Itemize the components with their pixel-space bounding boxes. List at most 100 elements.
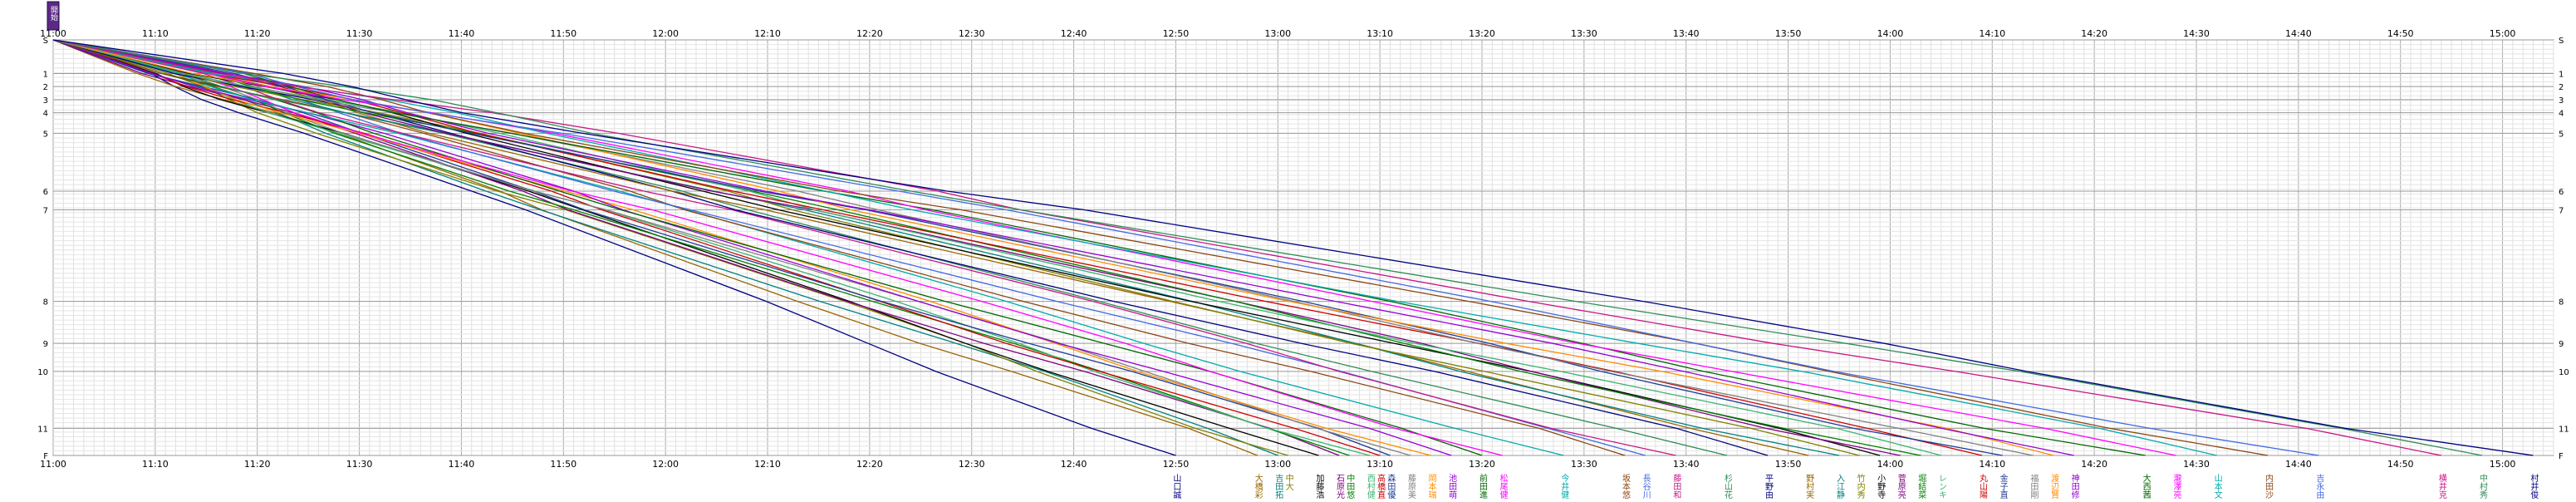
finish-name-label: 村井俊: [2529, 473, 2539, 499]
series-line: [52, 39, 2003, 456]
x-tick-label-top: 14:30: [2183, 28, 2210, 39]
x-tick-label-top: 14:00: [1877, 28, 1904, 39]
finish-name-label: 金子直: [1998, 473, 2008, 499]
finish-name-label: 前田進: [1478, 473, 1488, 499]
y-tick-label-left: 6: [43, 188, 48, 197]
x-tick-label-top: 14:40: [2285, 28, 2312, 39]
x-tick-label-top: 11:00: [40, 28, 66, 39]
y-tick-label-right: 7: [2559, 206, 2564, 215]
x-tick-label-bottom: 11:00: [40, 459, 66, 470]
y-tick-label-right: F: [2559, 452, 2564, 461]
finish-name-label: 堀結菜: [1916, 474, 1926, 499]
y-tick-label-left: 2: [43, 83, 48, 92]
x-tick-label-bottom: 11:30: [346, 459, 373, 470]
finish-name-label: 丸山陽: [1978, 473, 1988, 499]
finish-name-label: 藤田和: [1671, 474, 1681, 499]
x-tick-label-bottom: 14:20: [2081, 459, 2107, 470]
x-tick-label-top: 11:50: [550, 28, 577, 39]
x-tick-label-bottom: 13:20: [1469, 459, 1495, 470]
y-tick-label-left: 3: [43, 96, 48, 106]
x-tick-label-bottom: 12:10: [754, 459, 781, 470]
y-tick-label-left: S: [43, 37, 48, 46]
finish-name-label: 今井健: [1559, 473, 1569, 499]
series-line: [52, 39, 1942, 456]
finish-name-label: 松尾健: [1498, 473, 1508, 499]
series-line: [52, 39, 2034, 456]
x-tick-label-bottom: 15:00: [2490, 459, 2516, 470]
x-tick-label-top: 11:10: [142, 28, 169, 39]
finish-name-label: 中大: [1283, 473, 1293, 491]
x-tick-label-bottom: 11:10: [142, 459, 169, 470]
x-tick-label-bottom: 14:40: [2285, 459, 2312, 470]
finish-name-label: 大橋彩: [1253, 473, 1263, 499]
series-line: [52, 39, 2176, 456]
x-tick-label-bottom: 13:40: [1673, 459, 1700, 470]
x-tick-label-bottom: 11:20: [244, 459, 271, 470]
series-line: [52, 39, 1860, 456]
finish-name-label: 坂本悠: [1621, 474, 1631, 499]
finish-name-label: 大西茜: [2141, 473, 2151, 499]
x-tick-label-bottom: 12:50: [1163, 459, 1190, 470]
x-tick-label-bottom: 11:40: [449, 459, 475, 470]
series-line: [52, 39, 1431, 456]
y-tick-label-right: 8: [2559, 298, 2564, 308]
y-tick-label-left: 9: [43, 340, 48, 349]
x-tick-label-bottom: 14:30: [2183, 459, 2210, 470]
y-tick-label-right: 5: [2559, 130, 2564, 139]
start-marker-box: [47, 1, 60, 31]
series-line: [52, 39, 2442, 456]
x-tick-label-bottom: 14:00: [1877, 459, 1904, 470]
finish-name-label: 岡本瑞: [1426, 474, 1436, 499]
finish-name-label: 横井克: [2436, 473, 2446, 499]
y-tick-label-right: 9: [2559, 340, 2564, 349]
x-tick-label-top: 11:20: [244, 28, 271, 39]
series-line: [52, 39, 2483, 456]
y-tick-label-right: 3: [2559, 96, 2564, 106]
start-marker-label: 開始: [49, 6, 58, 22]
series-line: [52, 39, 1901, 456]
series-line: [52, 39, 1381, 456]
finish-name-label: 石原光: [1335, 474, 1345, 499]
finish-name-label: 瀧澤亮: [2171, 473, 2181, 499]
series-line: [52, 39, 2054, 456]
finish-name-label: 高橋直: [1376, 473, 1386, 499]
finish-name-label: 菅原亮: [1896, 474, 1906, 499]
series-line: [52, 39, 1288, 456]
finish-name-label: 神田修: [2069, 473, 2079, 499]
finish-name-label: 中田悠: [1345, 473, 1355, 499]
finish-name-label: 長谷川寛: [1641, 474, 1651, 499]
y-tick-label-right: 11: [2559, 425, 2569, 434]
series-line: [52, 39, 1340, 456]
series-line: [52, 39, 1564, 456]
series-line: [52, 39, 1840, 456]
x-tick-label-top: 12:20: [856, 28, 883, 39]
x-tick-label-top: 12:00: [652, 28, 679, 39]
finish-name-label: 吉田拓: [1273, 474, 1283, 499]
x-tick-label-bottom: 12:00: [652, 459, 679, 470]
x-tick-label-top: 14:20: [2081, 28, 2107, 39]
x-tick-label-top: 12:10: [754, 28, 781, 39]
y-tick-label-right: 10: [2559, 368, 2569, 377]
x-tick-label-top: 13:40: [1673, 28, 1700, 39]
finish-name-label: 杉山花: [1722, 473, 1732, 499]
x-tick-label-bottom: 13:10: [1367, 459, 1393, 470]
y-tick-label-left: 8: [43, 298, 48, 308]
x-tick-label-bottom: 11:50: [550, 459, 577, 470]
x-tick-label-top: 14:10: [1979, 28, 2005, 39]
y-tick-label-right: 2: [2559, 83, 2564, 92]
finish-name-label: 内田沙: [2264, 473, 2274, 499]
finish-name-label: 渡辺賢: [2049, 473, 2059, 499]
finish-name-label: 吉永由: [2314, 474, 2324, 499]
x-tick-label-bottom: 12:30: [959, 459, 985, 470]
x-tick-label-top: 13:00: [1264, 28, 1291, 39]
y-tick-label-left: 10: [37, 368, 48, 377]
finish-name-label: 野村実: [1804, 474, 1814, 499]
series-line: [52, 39, 1278, 456]
series-line: [52, 39, 1626, 456]
y-tick-label-left: 4: [43, 110, 48, 119]
finish-name-label: 山口誠: [1171, 474, 1181, 499]
y-tick-label-right: 4: [2559, 110, 2564, 119]
finish-name-label: 小野寺: [1876, 474, 1886, 499]
axes: 11:00 11:00 11:10 11:10 11:20 11:20 11:30 11:30…: [37, 28, 2569, 470]
